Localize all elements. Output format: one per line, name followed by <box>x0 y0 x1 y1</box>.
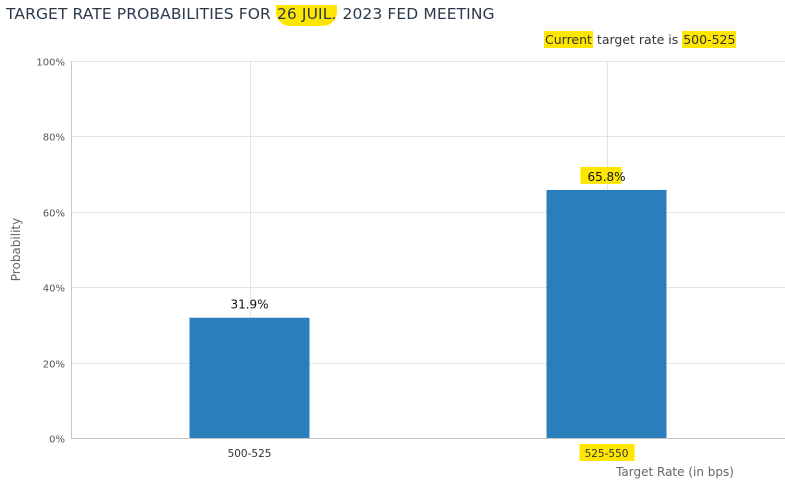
title-suffix: 2023 FED MEETING <box>337 5 495 23</box>
current-label-highlight: Current <box>544 31 593 48</box>
bar-500-525 <box>189 317 310 438</box>
y-tick-label: 100% <box>36 58 65 69</box>
current-rate-note: Current target rate is 500-525 <box>544 31 737 48</box>
y-tick-label: 80% <box>43 133 65 144</box>
y-axis-title: Probability <box>9 218 23 281</box>
x-tick-label: 500-525 <box>228 448 272 460</box>
data-label-highlight <box>580 166 622 184</box>
x-axis-title: Target Rate (in bps) <box>615 465 734 479</box>
data-label: 31.9% <box>230 298 268 312</box>
title-prefix: TARGET RATE PROBABILITIES FOR <box>6 5 276 23</box>
y-tick-label: 0% <box>49 435 65 446</box>
chart-title: TARGET RATE PROBABILITIES FOR 26 JUIL. 2… <box>6 5 495 26</box>
current-rate-value: 500-525 <box>682 31 737 48</box>
category-label-highlight <box>579 444 635 461</box>
bar-525-550 <box>546 189 667 438</box>
y-tick-label: 40% <box>43 284 65 295</box>
title-date-highlight: 26 JUIL. <box>275 5 338 26</box>
data-label: 65.8% <box>587 170 625 184</box>
x-tick-label: 525-550 <box>585 448 629 460</box>
y-tick-label: 20% <box>43 360 65 371</box>
current-label-text: target rate is <box>592 32 683 47</box>
y-tick-label: 60% <box>43 209 65 220</box>
